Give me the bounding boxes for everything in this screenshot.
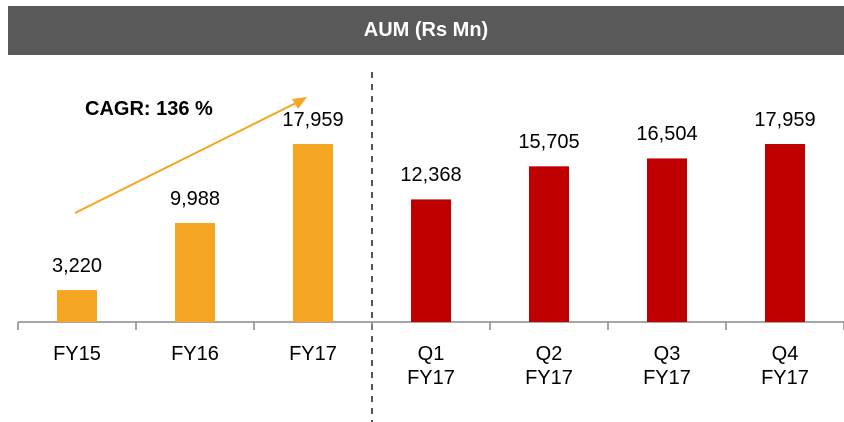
value-label: 17,959 [754,109,816,131]
bar [411,199,451,322]
bar [529,166,569,322]
x-tick-label: FY17 [289,343,337,365]
bar [175,223,215,322]
bar [293,144,333,322]
x-tick-label: Q4 FY17 [761,343,809,389]
x-tick-label: FY15 [53,343,101,365]
x-tick-label: Q2 FY17 [525,343,573,389]
value-label: 16,504 [636,123,698,146]
arrow-head [292,97,307,109]
cagr-arrow [74,100,301,214]
x-tick-label: Q3 FY17 [643,343,691,389]
value-label: 9,988 [169,188,221,210]
x-tick-label: FY16 [171,343,219,365]
bar [765,144,805,322]
chart-title: AUM (Rs Mn) [8,6,844,55]
value-label: 17,959 [282,109,344,131]
annotation: CAGR: 136 % [85,98,213,120]
value-label: 12,368 [400,164,462,187]
bar [647,158,687,322]
x-tick-label: Q1 FY17 [407,343,455,389]
value-label: 3,220 [51,255,103,278]
bar [57,290,97,322]
value-label: 15,705 [518,131,580,154]
